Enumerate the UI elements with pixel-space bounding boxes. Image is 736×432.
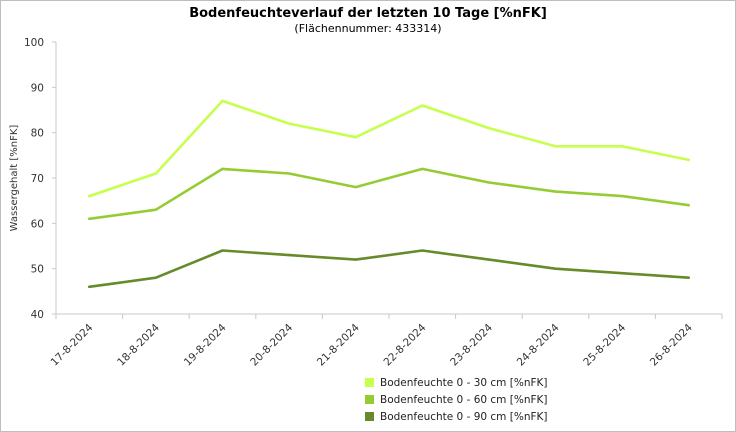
- data-point: [154, 172, 158, 175]
- data-point: [354, 136, 357, 139]
- data-point: [421, 249, 424, 252]
- data-point: [88, 194, 91, 198]
- y-tick-label: 80: [31, 128, 44, 140]
- data-point: [687, 204, 690, 207]
- x-tick-label: 22-8-2024: [382, 321, 429, 368]
- data-point: [287, 122, 291, 125]
- legend-swatch: [365, 378, 374, 387]
- data-point: [287, 253, 291, 257]
- legend-swatch: [365, 395, 374, 404]
- data-point: [221, 249, 224, 252]
- y-axis-label: Wassergehalt [%nFK]: [9, 125, 20, 232]
- legend-label: Bodenfeuchte 0 - 30 cm [%nFK]: [380, 376, 548, 389]
- data-point: [620, 145, 624, 148]
- data-point: [354, 185, 357, 189]
- data-point: [421, 104, 424, 107]
- legend-label: Bodenfeuchte 0 - 90 cm [%nFK]: [380, 410, 548, 423]
- data-point: [554, 267, 557, 270]
- data-point: [221, 167, 224, 171]
- x-tick-label: 21-8-2024: [315, 321, 362, 368]
- series-line-1: [88, 99, 691, 198]
- x-tick-label: 26-8-2024: [648, 321, 695, 368]
- data-point: [154, 276, 158, 279]
- data-point: [487, 258, 491, 261]
- y-tick-label: 60: [31, 218, 44, 230]
- y-tick-label: 100: [24, 37, 44, 49]
- chart-subtitle: (Flächennummer: 433314): [294, 22, 442, 35]
- data-point: [687, 158, 690, 162]
- chart-legend: Bodenfeuchte 0 - 30 cm [%nFK] Bodenfeucht…: [365, 374, 548, 425]
- x-tick-label: 20-8-2024: [248, 321, 295, 368]
- series-line-3: [88, 249, 691, 289]
- data-point: [354, 258, 357, 261]
- chart-axes: 40 50 60 70 80 90 100 17-8-2024 18-8-2024 19-8-20…: [24, 37, 723, 369]
- y-tick-label: 40: [31, 309, 44, 321]
- y-tick-label: 90: [31, 82, 44, 94]
- chart-title: Bodenfeuchteverlauf der letzten 10 Tage …: [189, 6, 547, 21]
- y-tick-label: 70: [31, 173, 44, 185]
- data-point: [554, 190, 557, 193]
- data-point: [487, 126, 491, 130]
- legend-swatch: [365, 412, 374, 421]
- x-tick-label: 17-8-2024: [49, 321, 96, 368]
- legend-item-3[interactable]: Bodenfeuchte 0 - 90 cm [%nFK]: [365, 408, 548, 425]
- x-tick-label: 19-8-2024: [182, 321, 229, 368]
- data-point: [88, 285, 91, 288]
- series-line-2: [88, 167, 691, 221]
- x-tick-label: 23-8-2024: [448, 321, 495, 368]
- data-point: [487, 181, 491, 184]
- y-tick-label: 50: [31, 264, 44, 276]
- data-point: [554, 145, 557, 148]
- data-point: [287, 172, 291, 175]
- data-point: [154, 208, 158, 211]
- data-point: [620, 194, 624, 198]
- data-point: [687, 276, 690, 279]
- data-point: [88, 217, 91, 220]
- x-tick-label: 18-8-2024: [115, 321, 162, 368]
- data-point: [620, 272, 624, 275]
- series-layer: [88, 99, 691, 289]
- legend-item-2[interactable]: Bodenfeuchte 0 - 60 cm [%nFK]: [365, 391, 548, 408]
- legend-label: Bodenfeuchte 0 - 60 cm [%nFK]: [380, 393, 548, 406]
- x-tick-label: 24-8-2024: [515, 321, 562, 368]
- data-point: [221, 99, 224, 103]
- x-tick-label: 25-8-2024: [581, 321, 628, 368]
- legend-item-1[interactable]: Bodenfeuchte 0 - 30 cm [%nFK]: [365, 374, 548, 391]
- data-point: [421, 167, 424, 171]
